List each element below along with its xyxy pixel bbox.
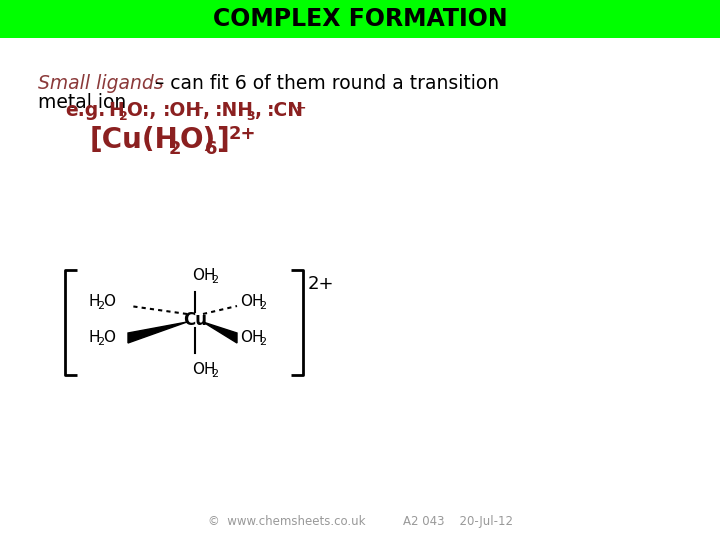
- Text: −: −: [296, 101, 307, 114]
- Text: Small ligands: Small ligands: [38, 74, 163, 93]
- Text: 2: 2: [97, 337, 104, 347]
- Text: ,: ,: [254, 101, 261, 120]
- Text: 3: 3: [246, 110, 255, 123]
- Text: 2: 2: [169, 140, 181, 158]
- Text: 2: 2: [259, 337, 266, 347]
- Text: ]: ]: [216, 126, 229, 154]
- Text: ©  www.chemsheets.co.uk          A2 043    20-Jul-12: © www.chemsheets.co.uk A2 043 20-Jul-12: [207, 515, 513, 528]
- Text: OH: OH: [192, 362, 215, 377]
- Text: O: O: [103, 294, 115, 309]
- Text: :CN: :CN: [267, 101, 304, 120]
- Text: H: H: [88, 294, 99, 309]
- Text: OH: OH: [192, 268, 215, 284]
- Text: OH: OH: [240, 294, 264, 309]
- Bar: [0, 0, 720, 38]
- Text: COMPLEX FORMATION: COMPLEX FORMATION: [212, 7, 508, 31]
- Text: O): O): [180, 126, 216, 154]
- Text: 2: 2: [97, 301, 104, 311]
- Text: 2: 2: [211, 275, 218, 285]
- Text: [Cu(H: [Cu(H: [90, 126, 179, 154]
- Polygon shape: [203, 322, 237, 343]
- Text: – can fit 6 of them round a transition: – can fit 6 of them round a transition: [155, 74, 499, 93]
- Text: :OH: :OH: [163, 101, 202, 120]
- Text: ,: ,: [202, 101, 209, 120]
- Polygon shape: [128, 322, 187, 343]
- Text: e.g.: e.g.: [65, 101, 105, 120]
- Text: 2+: 2+: [308, 275, 335, 293]
- Text: 2: 2: [211, 369, 218, 379]
- Text: O: O: [103, 330, 115, 346]
- Text: H: H: [88, 330, 99, 346]
- Text: 2: 2: [119, 110, 127, 123]
- Text: O:,: O:,: [126, 101, 156, 120]
- Text: OH: OH: [240, 330, 264, 346]
- Text: 2: 2: [259, 301, 266, 311]
- Text: H: H: [108, 101, 124, 120]
- Text: 2+: 2+: [229, 125, 256, 143]
- Text: Cu: Cu: [183, 311, 207, 329]
- Text: :NH: :NH: [215, 101, 254, 120]
- Text: metal ion: metal ion: [38, 93, 126, 112]
- Text: −: −: [194, 101, 204, 114]
- Text: 6: 6: [205, 140, 217, 158]
